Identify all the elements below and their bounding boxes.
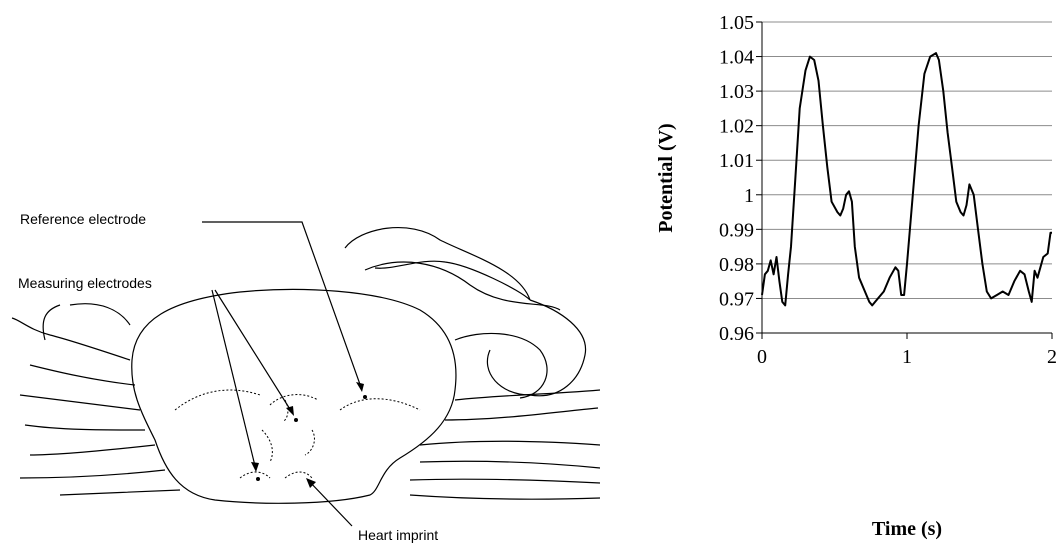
y-tick-label: 1.04 [719, 47, 754, 69]
y-tick-label: 0.98 [719, 254, 754, 276]
y-tick-label: 1 [744, 185, 754, 207]
x-axis-title: Time (s) [872, 518, 942, 540]
x-tick-label: 2 [1047, 346, 1057, 368]
measuring-label: Measuring electrodes [18, 275, 152, 291]
arrow [202, 221, 363, 391]
arrowhead [251, 382, 364, 488]
y-tick-label: 1.05 [719, 12, 754, 34]
arrow [211, 289, 353, 527]
y-tick-label: 1.02 [719, 116, 754, 138]
x-tick-label: 0 [757, 346, 767, 368]
annotations: Reference electrode Measuring electrodes… [18, 211, 438, 543]
y-tick-label: 1.03 [719, 81, 754, 103]
y-axis-title: Potential (V) [655, 123, 677, 232]
y-tick-label: 0.99 [719, 219, 754, 241]
crab-drawing [11, 227, 601, 504]
y-tick-label: 1.01 [719, 150, 754, 172]
y-tick-label: 0.96 [719, 323, 754, 345]
y-tick-label: 0.97 [719, 288, 754, 310]
heart-label: Heart imprint [358, 527, 438, 543]
x-tick-label: 1 [902, 346, 912, 368]
reference-label: Reference electrode [20, 211, 146, 227]
data-line [761, 52, 1052, 307]
